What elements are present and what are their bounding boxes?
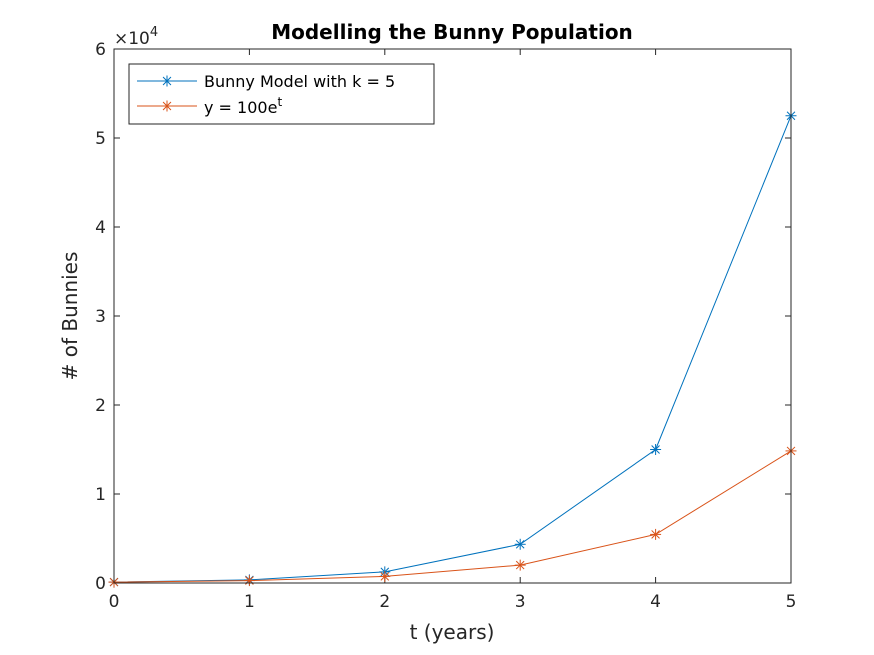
y-tick-label-6: 6: [95, 40, 106, 60]
y-axis-multiplier-exponent: 4: [150, 25, 158, 40]
legend-asterisk-bunny-model: [161, 75, 173, 87]
chart-title: Modelling the Bunny Population: [271, 20, 633, 44]
y-tick-label-2: 2: [95, 396, 106, 416]
legend-entry-bunny-model: Bunny Model with k = 5: [137, 72, 395, 91]
x-tick-label-4: 4: [650, 592, 661, 612]
y-tick-label-0: 0: [95, 574, 106, 594]
x-tick-label-0: 0: [109, 592, 120, 612]
y-axis-label: # of Bunnies: [58, 252, 82, 381]
x-axis-label: t (years): [410, 620, 495, 644]
x-tick-label-1: 1: [244, 592, 255, 612]
legend-asterisk-exponential: [161, 100, 173, 112]
y-tick-label-5: 5: [95, 129, 106, 149]
series-layer: [108, 110, 797, 588]
y-axis-multiplier-base: ×10: [114, 29, 150, 49]
y-tick-label-4: 4: [95, 218, 106, 238]
y-tick-label-1: 1: [95, 485, 106, 505]
x-tick-label-5: 5: [786, 592, 797, 612]
point-exponential-3: [514, 559, 526, 571]
point-exponential-1: [243, 575, 255, 587]
series-line-bunny-model: [113, 115, 792, 583]
legend-label-exponential: y = 100et: [204, 95, 282, 117]
x-tick-label-2: 2: [379, 592, 390, 612]
legend-marker-bunny-model: [161, 75, 173, 87]
legend-label-exponential-base: y = 100e: [204, 98, 277, 117]
x-tick-label-3: 3: [515, 592, 526, 612]
point-bunny-model-3: [514, 538, 526, 550]
plot-area: [114, 49, 791, 583]
legend: Bunny Model with k = 5 y = 100et: [128, 63, 435, 125]
legend-marker-exponential: [161, 100, 173, 112]
point-bunny-model-4: [650, 444, 662, 455]
legend-label-bunny-model: Bunny Model with k = 5: [204, 72, 395, 91]
point-exponential-4: [650, 528, 662, 540]
legend-entry-exponential: y = 100et: [137, 95, 282, 117]
legend-box: [128, 63, 435, 125]
axes-box: [113, 48, 792, 584]
legend-label-exponential-sup: t: [277, 95, 282, 109]
series-line-exponential: [113, 450, 792, 583]
point-exponential-2: [379, 570, 391, 582]
y-axis-multiplier: ×104: [114, 25, 158, 49]
y-tick-label-3: 3: [95, 307, 106, 327]
